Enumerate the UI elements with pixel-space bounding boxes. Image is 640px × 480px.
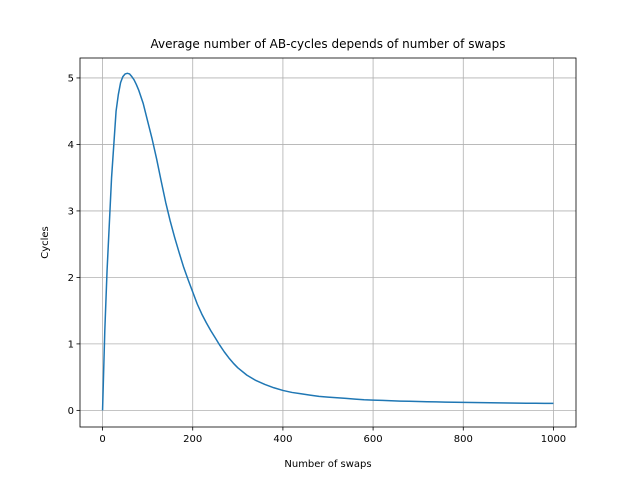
- x-tick-label: 600: [364, 434, 383, 445]
- x-axis-label: Number of swaps: [284, 459, 371, 470]
- y-tick-label: 5: [68, 73, 74, 84]
- series-layer: [101, 72, 554, 411]
- y-tick-label: 0: [68, 406, 74, 417]
- plot-frame: [79, 57, 577, 428]
- y-tick-label: 3: [68, 206, 74, 217]
- y-tick-label: 4: [68, 140, 74, 151]
- x-tick-label: 0: [99, 434, 105, 445]
- x-tick-label: 200: [183, 434, 202, 445]
- y-axis-label: Cycles: [40, 226, 51, 259]
- x-tick-label: 1000: [541, 434, 566, 445]
- x-tick-label: 800: [454, 434, 473, 445]
- y-tick-label: 1: [68, 339, 74, 350]
- x-tick-label: 400: [273, 434, 292, 445]
- grid: [80, 58, 576, 427]
- y-tick-label: 2: [68, 273, 74, 284]
- chart-title: Average number of AB-cycles depends of n…: [151, 37, 506, 51]
- ticks: 0 200 400 600 800 1000 0 1 2 3 4 5: [68, 73, 567, 445]
- series-line: [101, 72, 554, 411]
